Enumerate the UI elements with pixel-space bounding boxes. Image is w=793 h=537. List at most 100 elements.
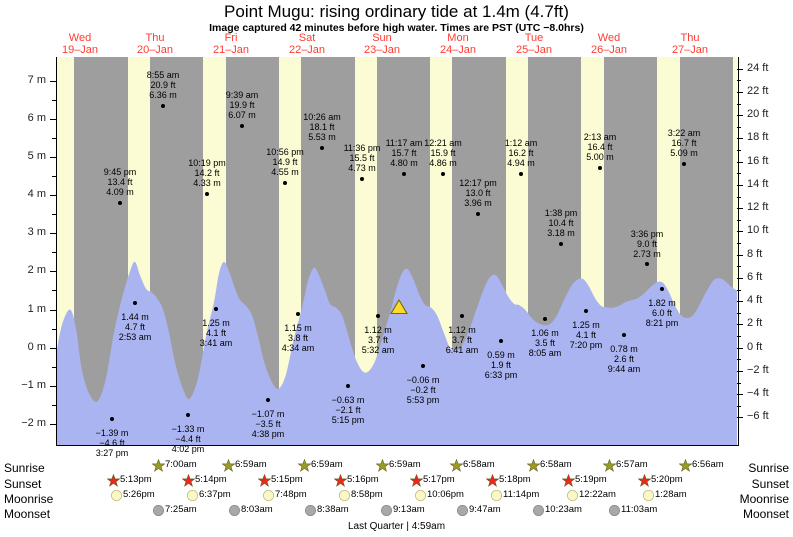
axis-left-tick <box>50 80 56 82</box>
moonrise-time: 6:37pm <box>199 489 231 500</box>
tide-high-annotation-dot-9 <box>476 212 480 216</box>
tide-minor-annotation-line3: 6:41 am <box>445 345 479 355</box>
tide-high-annotation-line1: 8:55 am <box>146 70 180 80</box>
sunset-time: 5:19pm <box>575 474 607 485</box>
star-icon <box>182 474 195 487</box>
tide-plot[interactable] <box>56 57 737 445</box>
axis-left-label: 4 m <box>27 188 46 201</box>
moon-circle-icon <box>229 505 240 516</box>
axis-right-label: 8 ft <box>747 247 763 260</box>
tide-minor-annotation-line1: 1.82 m <box>648 298 676 308</box>
tide-high-annotation-line1: 1:38 pm <box>544 208 578 218</box>
axis-left-tick <box>50 385 56 387</box>
axis-left-label: 7 m <box>27 73 46 86</box>
tide-high-annotation-dot-14 <box>682 162 686 166</box>
moon-circle-icon <box>567 490 578 501</box>
moonrise-time: 11:14pm <box>503 489 540 500</box>
axis-left-label: −1 m <box>21 378 46 391</box>
tide-low-annotation-line3: 5:53 pm <box>406 395 440 405</box>
axis-left-minor-tick <box>52 137 56 139</box>
tide-minor-annotation-6: 1.06 m 3.5 ft 8:05 am <box>500 328 590 358</box>
day-header-date: 23–Jan <box>363 44 401 56</box>
tide-high-annotation-dot-2 <box>240 124 244 128</box>
tide-minor-annotation-line2: 3.8 ft <box>287 333 308 343</box>
tide-minor-annotation-line3: 6:33 pm <box>484 370 518 380</box>
tide-low-annotation-line1: −1.39 m <box>95 428 129 438</box>
axis-right-label: 20 ft <box>747 108 769 121</box>
tide-high-annotation-line1: 9:45 pm <box>103 167 137 177</box>
sunset-time: 5:17pm <box>423 474 455 485</box>
day-header-date: 25–Jan <box>515 44 553 56</box>
moonrise-time: 5:26pm <box>123 489 155 500</box>
star-icon <box>562 474 575 487</box>
tide-minor-annotation-line2: 4.1 ft <box>205 328 226 338</box>
sunrise-row-label-left: Sunrise <box>4 461 45 475</box>
tide-high-annotation-line3: 4.80 m <box>390 158 418 168</box>
tide-low-annotation-4: −0.06 m −0.2 ft 5:53 pm <box>378 375 468 405</box>
axis-right-label: 6 ft <box>747 270 763 283</box>
day-header-3: Sat 22–Jan <box>267 32 347 56</box>
capture-subtitle: Image captured 42 minutes before high wa… <box>209 22 584 34</box>
tide-minor-annotation-line3: 4:34 am <box>281 343 315 353</box>
tide-minor-annotation-line2: 2.6 ft <box>613 354 634 364</box>
moonset-time: 8:38am <box>317 504 349 515</box>
axis-right-tick <box>737 115 743 117</box>
tide-low-annotation-line2: −4.4 ft <box>175 434 201 444</box>
moon-circle-icon <box>491 490 502 501</box>
tide-high-annotation-line3: 6.36 m <box>149 90 177 100</box>
tide-high-annotation-0: 9:45 pm 13.4 ft 4.09 m <box>75 167 165 197</box>
tide-high-annotation-dot-12 <box>598 166 602 170</box>
sunrise-time: 6:56am <box>692 459 724 470</box>
star-icon <box>152 459 165 472</box>
sunrise-time: 6:57am <box>616 459 648 470</box>
tide-high-annotation-dot-13 <box>645 262 649 266</box>
tide-high-annotation-2: 9:39 am 19.9 ft 6.07 m <box>197 90 287 120</box>
day-header-1: Thu 20–Jan <box>115 32 195 56</box>
moon-circle-icon <box>305 505 316 516</box>
tide-minor-annotation-line1: 1.25 m <box>572 320 600 330</box>
axis-left-tick <box>50 195 56 197</box>
star-icon <box>527 459 540 472</box>
axis-right-label: 18 ft <box>747 131 769 144</box>
sunrise-time: 6:59am <box>235 459 267 470</box>
tide-minor-annotation-1: 1.25 m 4.1 ft 3:41 am <box>171 318 261 348</box>
axis-right-label: 2 ft <box>747 317 763 330</box>
day-header-date: 24–Jan <box>439 44 477 56</box>
current-time-marker <box>392 301 406 313</box>
tide-high-annotation-line2: 16.7 ft <box>671 138 697 148</box>
moonrise-row-label-left: Moonrise <box>4 492 54 506</box>
tide-high-annotation-dot-5 <box>320 146 324 150</box>
axis-left-minor-tick <box>52 404 56 406</box>
tide-minor-annotation-dot-0 <box>133 301 137 305</box>
axis-right-minor-tick <box>737 173 741 175</box>
tide-minor-annotation-line3: 8:21 pm <box>645 318 679 328</box>
tide-high-annotation-1: 8:55 am 20.9 ft 6.36 m <box>118 70 208 100</box>
tide-high-annotation-dot-11 <box>559 242 563 246</box>
tide-high-annotation-line2: 15.7 ft <box>391 148 417 158</box>
axis-right-tick <box>737 347 743 349</box>
tide-minor-annotation-line2: 4.1 ft <box>575 330 596 340</box>
tide-minor-annotation-line1: 0.78 m <box>610 344 638 354</box>
tide-high-annotation-line3: 4.73 m <box>348 163 376 173</box>
tide-high-annotation-line1: 3:22 am <box>667 128 701 138</box>
tide-high-annotation-line1: 10:56 pm <box>266 147 304 157</box>
day-header-dow: Thu <box>145 32 165 44</box>
moonrise-row-label-right: Moonrise <box>739 492 789 506</box>
tide-high-annotation-dot-8 <box>441 172 445 176</box>
day-header-date: 21–Jan <box>212 44 250 56</box>
tide-minor-annotation-7: 1.25 m 4.1 ft 7:20 pm <box>541 320 631 350</box>
sunrise-time: 7:00am <box>165 459 197 470</box>
tide-minor-annotation-4: 1.12 m 3.7 ft 6:41 am <box>417 325 507 355</box>
day-header-dow: Wed <box>68 32 92 44</box>
tide-high-annotation-line3: 4.09 m <box>106 187 134 197</box>
axis-right-minor-tick <box>737 405 741 407</box>
day-header-8: Thu 27–Jan <box>650 32 730 56</box>
tide-minor-annotation-line3: 5:32 am <box>361 345 395 355</box>
star-icon <box>410 474 423 487</box>
moonrise-time: 12:22am <box>579 489 616 500</box>
axis-right-tick <box>737 394 743 396</box>
moon-circle-icon <box>339 490 350 501</box>
tide-high-annotation-line1: 11:17 am <box>385 138 423 148</box>
day-header-6: Tue 25–Jan <box>494 32 574 56</box>
axis-right-minor-tick <box>737 103 741 105</box>
